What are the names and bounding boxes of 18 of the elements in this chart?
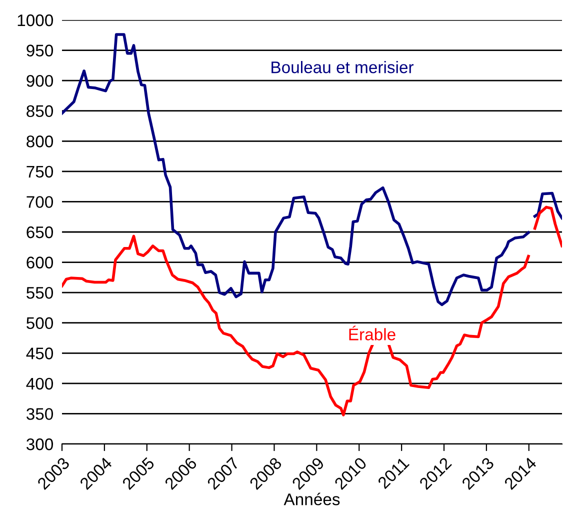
y-tick-label: 350 (26, 408, 54, 420)
series-label: Érable (349, 326, 396, 340)
y-tick-label: 800 (26, 136, 54, 148)
y-tick-label: 750 (26, 166, 54, 178)
y-tick-label: 950 (26, 44, 54, 56)
y-tick-label: 700 (26, 196, 54, 208)
y-tick-label: 500 (26, 317, 54, 330)
y-tick-label: 600 (26, 256, 54, 268)
y-tick-label: 1000 (18, 14, 54, 26)
y-tick-label: 300 (26, 438, 54, 450)
text: Bouleau et merisier (272, 60, 414, 74)
y-tick-label: 900 (26, 74, 54, 87)
y-tick-label: 550 (26, 286, 54, 299)
y-tick-label: 400 (26, 378, 54, 390)
y-tick-label: 650 (26, 226, 54, 238)
y-tick-label: 850 (26, 105, 54, 118)
y-tick-label: 450 (26, 348, 54, 360)
x-axis-title: Années (284, 492, 340, 506)
